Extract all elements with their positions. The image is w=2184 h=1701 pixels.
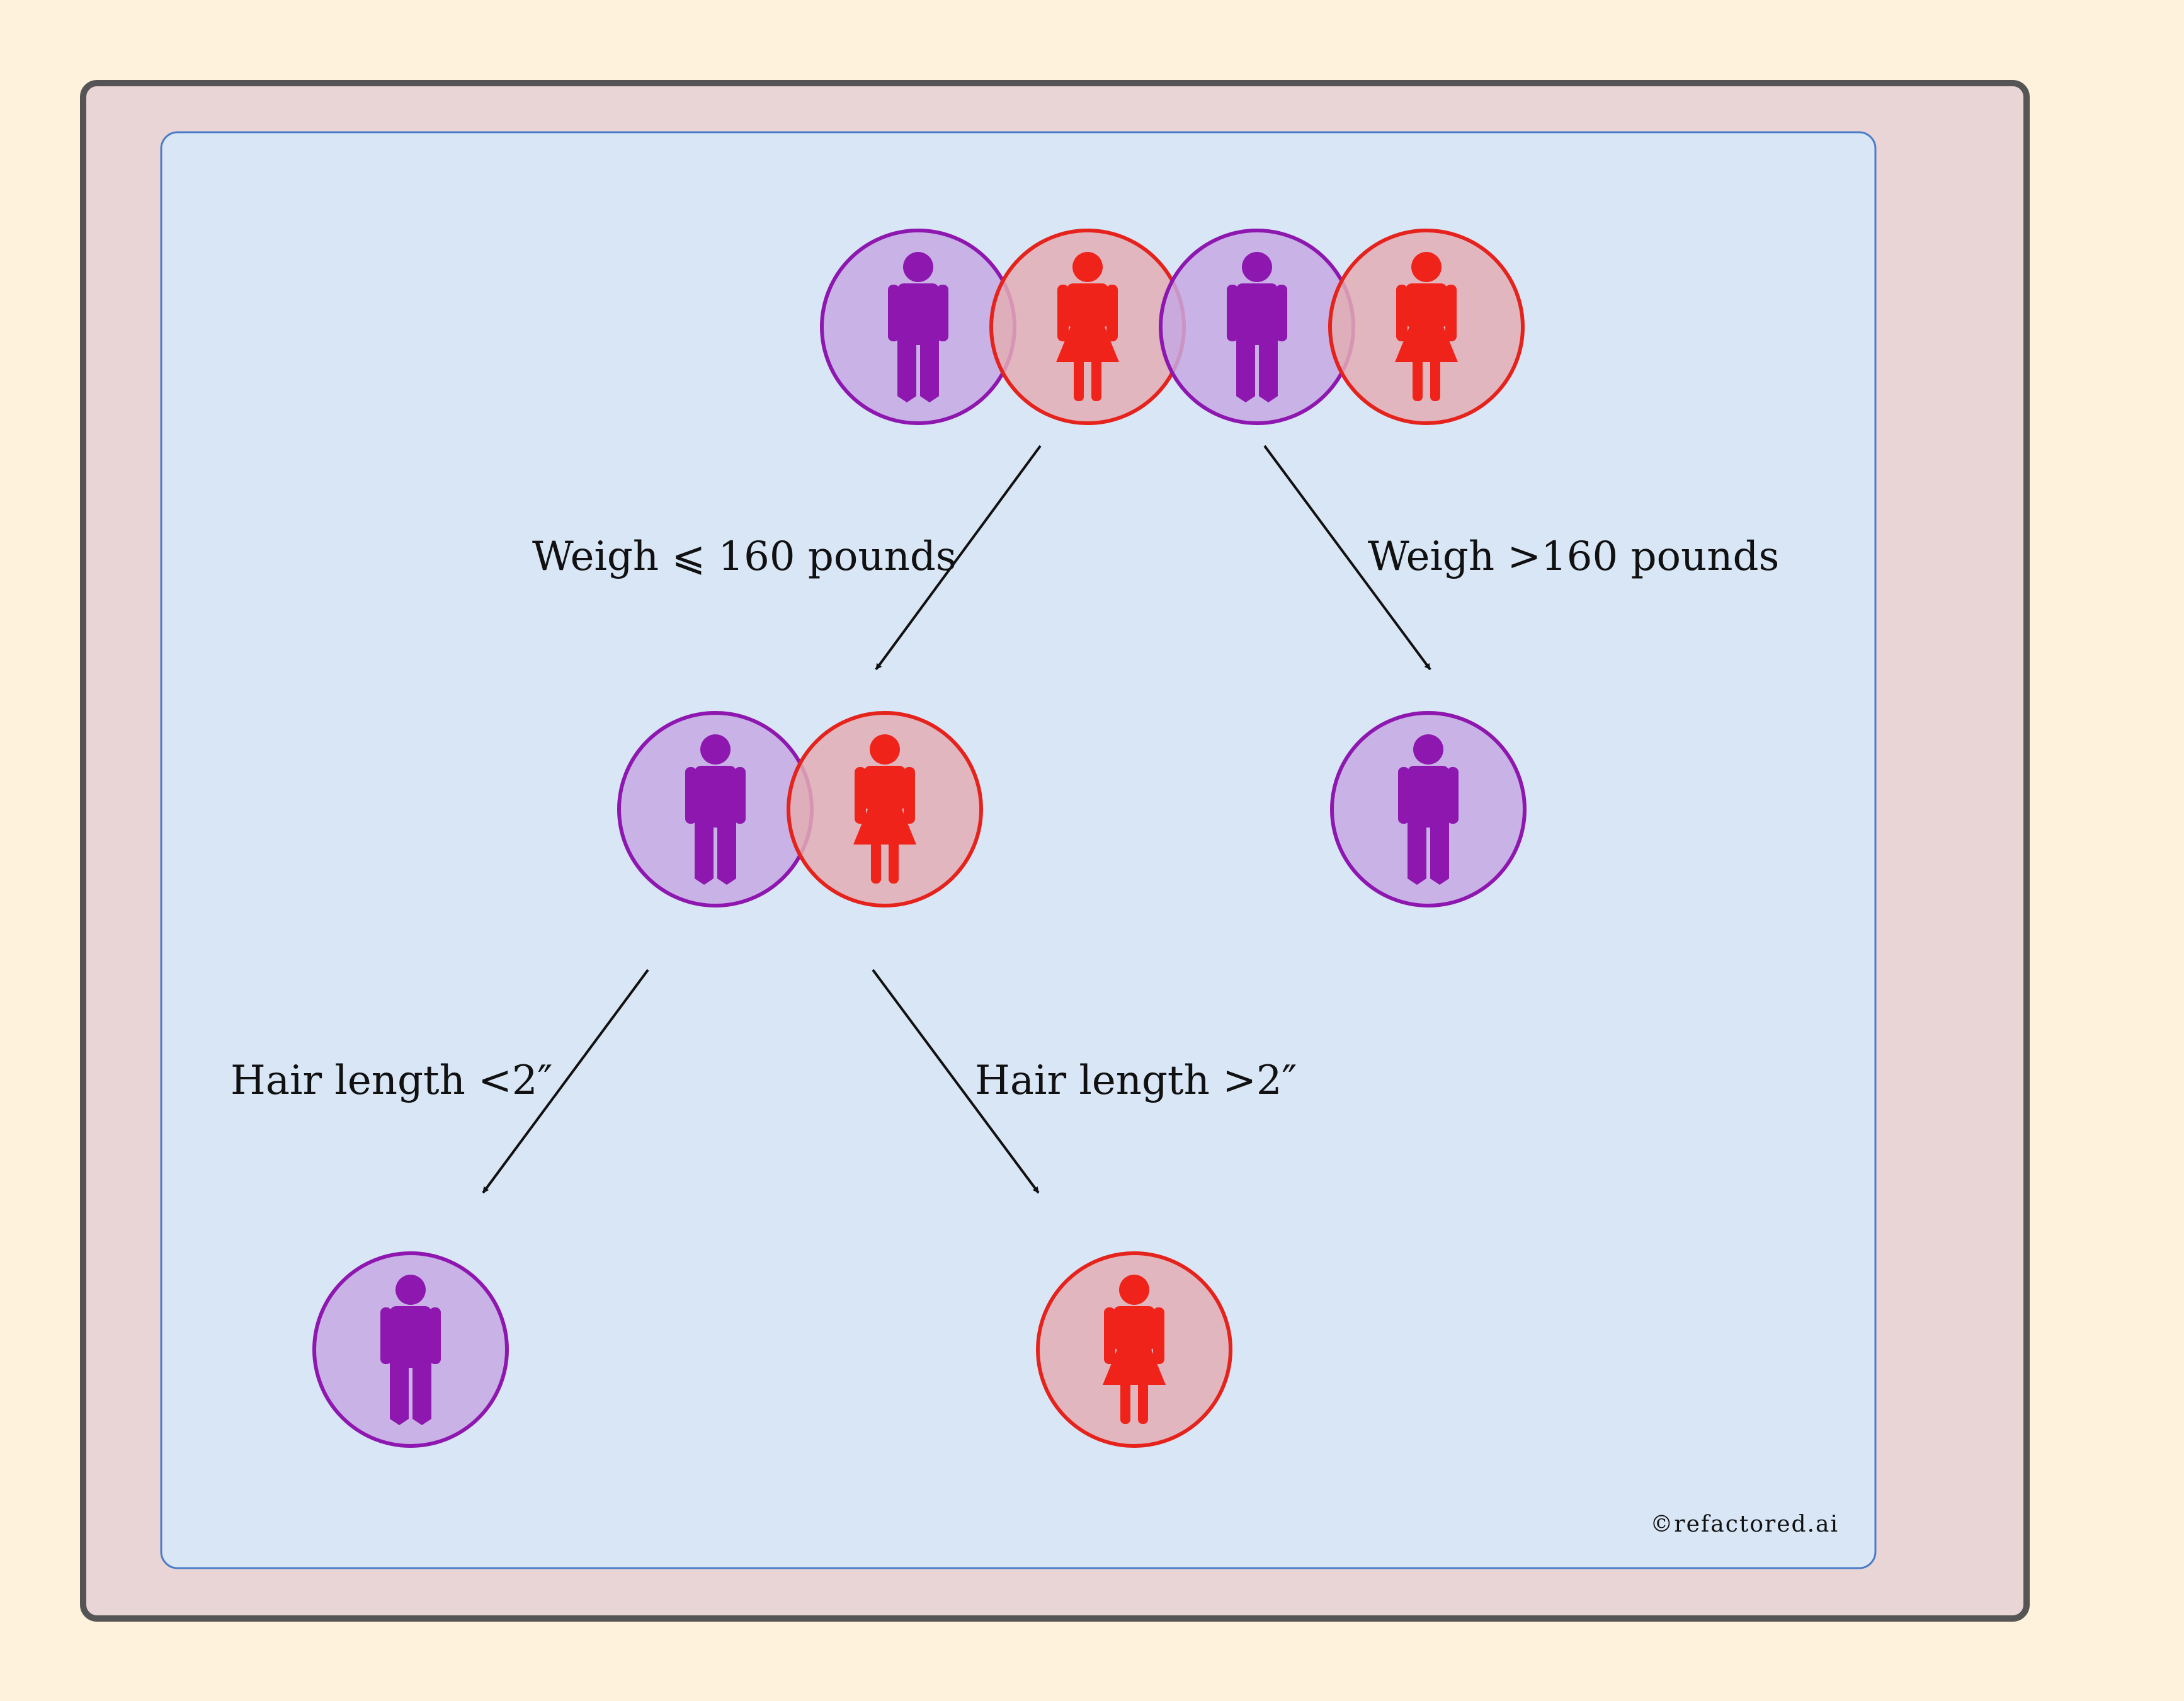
male-person-icon [380, 1275, 441, 1425]
edge-label-hair-long: Hair length >2″ [975, 1057, 1297, 1104]
node-right-leaf [1036, 1251, 1232, 1448]
female-person-icon [1056, 252, 1119, 401]
node-root [820, 229, 1525, 425]
female-person-icon [1395, 252, 1458, 401]
edge-weigh-low-arrow [875, 445, 1042, 671]
tree-nodes [312, 229, 1527, 1448]
edge-weigh-high-arrow [1263, 445, 1431, 671]
edge-hair-long-arrow [872, 969, 1040, 1194]
male-person-icon [888, 252, 948, 402]
edge-label-hair-short: Hair length <2″ [230, 1057, 552, 1104]
male-person-icon [685, 734, 746, 885]
node-left-child [617, 711, 983, 907]
female-person-icon [1103, 1275, 1166, 1424]
tree-edges [482, 445, 1431, 1194]
credit-text: ©refactored.ai [1650, 1511, 1839, 1537]
inner-panel [160, 131, 1877, 1569]
node-right-child [1330, 711, 1527, 907]
edge-label-weigh-low: Weigh ⩽ 160 pounds [532, 533, 957, 580]
edge-label-weigh-high: Weigh >160 pounds [1368, 533, 1779, 580]
male-person-icon [1227, 252, 1287, 402]
female-person-icon [853, 734, 916, 884]
edge-hair-short-arrow [482, 969, 649, 1194]
node-left-leaf [312, 1251, 509, 1448]
male-person-icon [1398, 734, 1459, 885]
